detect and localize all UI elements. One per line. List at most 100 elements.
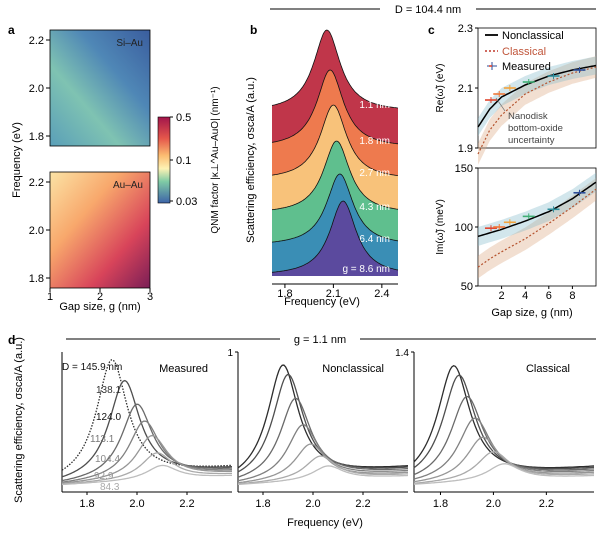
x-tick-label: 6 [546, 290, 552, 302]
diameter-header: D = 104.4 nm [395, 4, 461, 16]
spectrum-curve [237, 465, 409, 486]
spectrum-label: 6.4 nm [359, 234, 390, 245]
colorbar-tick: 0.1 [176, 155, 191, 167]
legend-measured: Measured [502, 61, 551, 73]
x-tick-label: 1.8 [255, 498, 270, 510]
panel-c-top-ylabel: Re(ω̃) (eV) [435, 64, 446, 113]
spectrum-band [272, 201, 398, 276]
spectrum-line [271, 200, 399, 273]
annotation-pointer [495, 97, 506, 112]
x-tick-label: 3 [147, 291, 153, 303]
spectrum-curve [61, 359, 233, 471]
spectrum-label: 1.1 nm [359, 100, 390, 111]
y-tick-label: 2.0 [29, 83, 44, 95]
heatmap-au-au [50, 172, 150, 288]
spectrum-band [272, 70, 398, 176]
legend-classical: Classical [502, 46, 546, 58]
y-tick-label: 50 [461, 281, 473, 293]
panel-d-header: g = 1.1 nm [294, 334, 346, 346]
panel-d-ylabel: Scattering efficiency, σsca/A (a.u.) [13, 337, 25, 503]
diameter-label: D = 145.9 nm [62, 362, 122, 373]
diameter-label: 113.1 [90, 434, 115, 445]
spectrum-curve [413, 436, 595, 483]
spectrum-line [271, 29, 399, 109]
spectrum-curve [61, 379, 233, 478]
spectrum-line [271, 140, 399, 211]
classical-line [477, 188, 597, 268]
panel-c-label: c [428, 23, 435, 37]
x-tick-label: 2 [97, 291, 103, 303]
diameter-label: 92.9 [94, 471, 114, 482]
y-tick-label: 2.0 [29, 225, 44, 237]
subplot-title: Nonclassical [322, 363, 384, 375]
spectrum-curve [413, 396, 595, 476]
y-tick-label: 100 [455, 222, 473, 234]
nonclassical-line [477, 181, 597, 238]
spectrum-curve [237, 397, 408, 478]
spectrum-line [271, 69, 399, 145]
x-tick-label: 4 [522, 290, 528, 302]
spectrum-curve [61, 464, 232, 486]
panel-a-label: a [8, 23, 15, 37]
y-tick-label: 1.8 [29, 131, 44, 143]
heatmap-si-au [50, 30, 150, 146]
y-tick-label: 2.2 [29, 35, 44, 47]
spectrum-curve [237, 374, 409, 473]
spectrum-curve [413, 451, 595, 484]
nonclassical-band [478, 56, 596, 136]
heatmap-si-au-label: Si–Au [116, 38, 143, 49]
spectrum-line [271, 104, 399, 176]
heatmap-au-au-label: Au–Au [113, 180, 143, 191]
panel-a-ylabel: Frequency (eV) [11, 122, 23, 198]
y-tick-label: 1 [227, 348, 233, 359]
legend-measured-swatch [487, 62, 497, 70]
y-tick-label: 150 [455, 163, 473, 175]
spectrum-band [272, 141, 398, 243]
y-tick-label: 2.1 [458, 83, 473, 95]
spectrum-curve [237, 455, 408, 485]
diameter-label: 124.0 [96, 412, 121, 423]
panel-c-xlabel: Gap size, g (nm) [491, 307, 572, 319]
spectrum-label: 4.3 nm [359, 202, 390, 213]
x-tick-label: 1 [47, 291, 53, 303]
y-tick-label: 2.2 [29, 177, 44, 189]
annotation-line: bottom-oxide [508, 123, 563, 134]
colorbar [157, 116, 171, 204]
panel-a-xlabel: Gap size, g (nm) [59, 301, 140, 313]
x-tick-label: 2.2 [355, 498, 370, 510]
x-tick-label: 1.8 [433, 498, 448, 510]
spectrum-curve [413, 463, 594, 485]
subplot-title: Classical [526, 363, 570, 375]
y-tick-label: 2.3 [458, 23, 473, 35]
x-tick-label: 8 [569, 290, 575, 302]
colorbar-label: QNM factor |κ⊥^Au–AuO| (nm⁻¹) [210, 86, 221, 233]
colorbar-tick: 0.03 [176, 196, 197, 208]
spectrum-curve [237, 424, 409, 482]
panel-b-ylabel: Scattering efficiency, σsca/A (a.u.) [245, 77, 257, 243]
spectrum-line [271, 173, 399, 243]
y-tick-label: 1.9 [458, 143, 473, 155]
x-tick-label: 2.0 [305, 498, 320, 510]
spectrum-curve [61, 420, 232, 483]
x-tick-label: 2.1 [326, 288, 341, 300]
spectrum-band [272, 30, 398, 144]
spectrum-curve [413, 364, 595, 469]
panel-c-bottom-ylabel: Im(ω̃) (meV) [435, 199, 446, 255]
annotation-line: uncertainty [508, 135, 555, 146]
spectrum-label: 2.7 nm [359, 168, 390, 179]
annotation-line: Nanodisk [508, 111, 548, 122]
x-tick-label: 2.2 [179, 498, 194, 510]
y-tick-label: 1.4 [395, 348, 409, 359]
x-tick-label: 1.8 [277, 288, 292, 300]
classical-line [477, 66, 597, 155]
spectrum-curve [237, 443, 409, 484]
panel-b-label: b [250, 23, 257, 37]
subplot-title: Measured [159, 363, 208, 375]
diameter-label: 104.4 [95, 454, 120, 465]
classical-band [478, 177, 596, 279]
x-tick-label: 1.8 [79, 498, 94, 510]
panel-b-xlabel: Frequency (eV) [284, 296, 360, 308]
panel-d-xlabel: Frequency (eV) [287, 517, 363, 529]
spectrum-curve [413, 374, 595, 470]
